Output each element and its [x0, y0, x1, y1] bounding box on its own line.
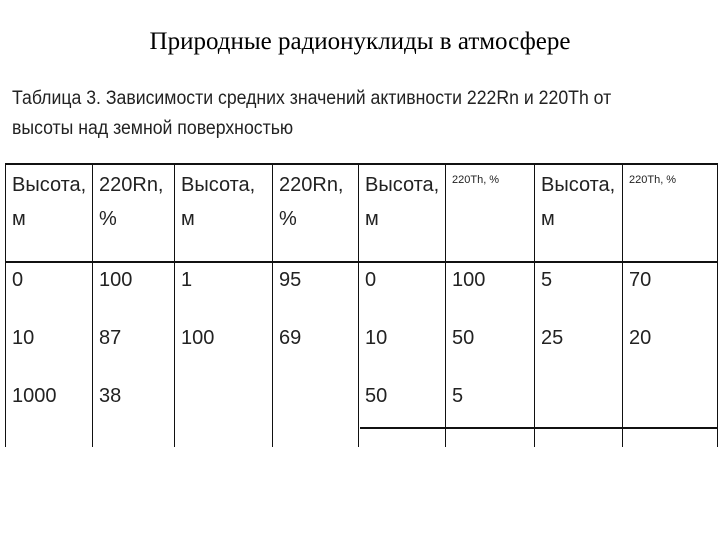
table-cell: 1 [174, 262, 273, 321]
table-row: 1000 38 50 5 [5, 379, 718, 447]
table-cell: 0 [5, 262, 93, 321]
header-height-4: Высота, м [534, 163, 623, 263]
table-cell: 95 [272, 262, 359, 321]
table-cell: 87 [92, 321, 175, 379]
table-row: 0 100 1 95 0 100 5 70 [5, 262, 718, 321]
table-cell [534, 379, 623, 447]
table-cell: 20 [622, 321, 718, 379]
table-cell: 25 [534, 321, 623, 379]
header-th-2: 220Th, % [622, 163, 718, 263]
table-cell: 50 [358, 379, 446, 447]
table-cell: 10 [358, 321, 446, 379]
header-rn-1: 220Rn, % [92, 163, 175, 263]
table-cell: 38 [92, 379, 175, 447]
table-cell: 50 [445, 321, 535, 379]
table-bottom-border [360, 427, 717, 429]
header-height-3: Высота, м [358, 163, 446, 263]
table-cell [622, 379, 718, 447]
table-row: 10 87 100 69 10 50 25 20 [5, 321, 718, 379]
data-table: Высота, м 220Rn, % Высота, м 220Rn, % Вы… [5, 163, 718, 447]
table-cell: 10 [5, 321, 93, 379]
table-cell: 1000 [5, 379, 93, 447]
header-rn-2: 220Rn, % [272, 163, 359, 263]
table-caption: Таблица 3. Зависимости средних значений … [12, 88, 612, 139]
table-cell [174, 379, 273, 447]
table-cell: 5 [445, 379, 535, 447]
header-height-1: Высота, м [5, 163, 93, 263]
table-cell: 5 [534, 262, 623, 321]
header-row: Высота, м 220Rn, % Высота, м 220Rn, % Вы… [5, 163, 718, 263]
table-cell: 70 [622, 262, 718, 321]
table-cell: 100 [174, 321, 273, 379]
table-cell: 69 [272, 321, 359, 379]
header-height-2: Высота, м [174, 163, 273, 263]
table-cell: 100 [445, 262, 535, 321]
table-cell [272, 379, 359, 447]
table-cell: 0 [358, 262, 446, 321]
header-th-1: 220Th, % [445, 163, 535, 263]
slide-title: Природные радионуклиды в атмосфере [149, 28, 571, 55]
table-cell: 100 [92, 262, 175, 321]
